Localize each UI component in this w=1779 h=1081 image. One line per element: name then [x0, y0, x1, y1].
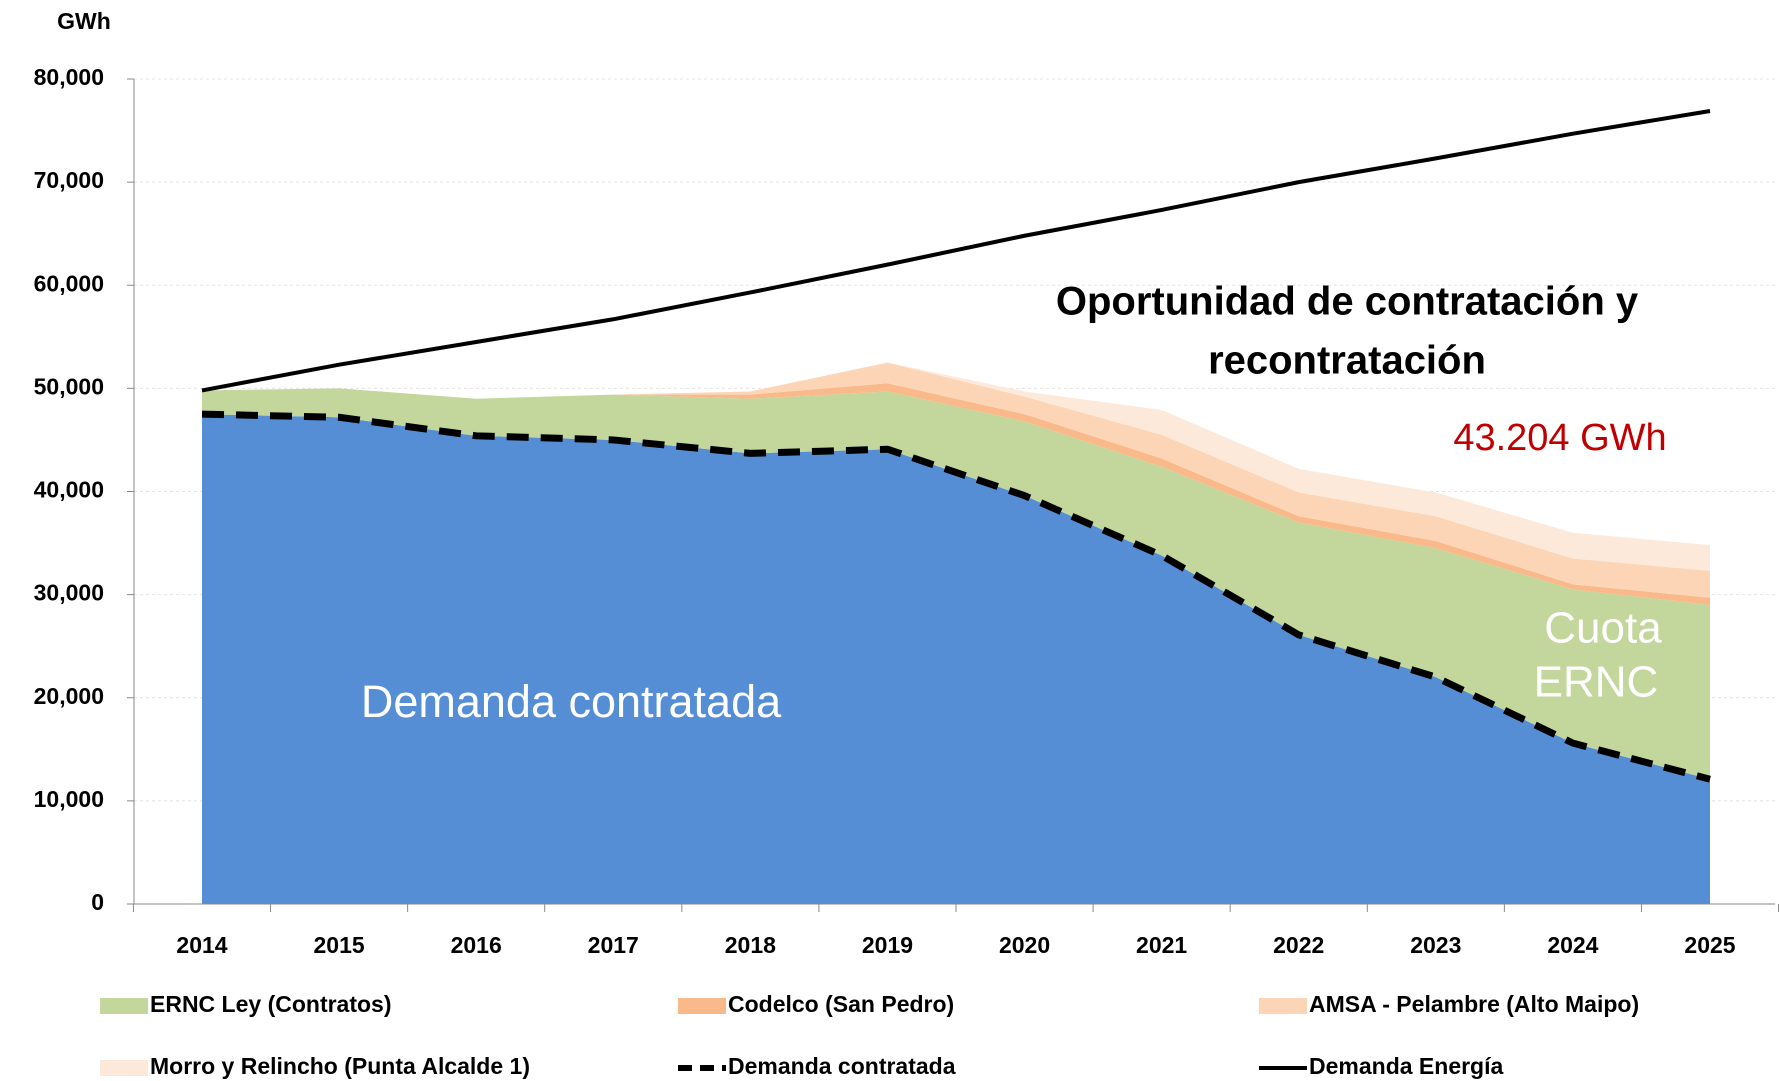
y-tick-label: 60,000: [34, 270, 104, 296]
x-tick-label: 2024: [1547, 932, 1598, 958]
x-tick-label: 2021: [1136, 932, 1187, 958]
y-tick-label: 20,000: [34, 683, 104, 709]
x-tick-label: 2022: [1273, 932, 1324, 958]
x-tick-label: 2015: [314, 932, 365, 958]
legend-swatch: [1259, 998, 1307, 1014]
line: [201, 108, 1711, 393]
y-tick-label: 0: [91, 889, 104, 915]
area: [202, 362, 1710, 598]
area: [202, 362, 1710, 571]
legend-swatch: [100, 1060, 148, 1076]
legend-label: AMSA - Pelambre (Alto Maipo): [1309, 991, 1639, 1017]
areas: [202, 362, 1710, 904]
area: [202, 388, 1710, 780]
annotation: recontratación: [1208, 339, 1486, 383]
annotation: ERNC: [1534, 658, 1659, 707]
x-tick-label: 2017: [588, 932, 639, 958]
legend-label: ERNC Ley (Contratos): [150, 991, 392, 1017]
x-tick-label: 2023: [1410, 932, 1461, 958]
y-tick-label: 50,000: [34, 373, 104, 399]
line: [201, 410, 1711, 783]
x-tick-label: 2019: [862, 932, 913, 958]
x-tick-label: 2020: [999, 932, 1050, 958]
legend-swatch: [100, 998, 148, 1014]
annotation: Oportunidad de contratación y: [1056, 280, 1639, 324]
x-tick-label: 2016: [451, 932, 502, 958]
annotation: Cuota: [1544, 604, 1662, 653]
annotation: Demanda contratada: [361, 676, 782, 727]
legend-label: Demanda contratada: [728, 1053, 956, 1079]
y-tick-label: 30,000: [34, 580, 104, 606]
y-axis-label: GWh: [57, 8, 111, 34]
lines: [201, 108, 1711, 783]
y-tick-label: 10,000: [34, 786, 104, 812]
legend-label: Codelco (San Pedro): [728, 991, 954, 1017]
x-tick-label: 2025: [1684, 932, 1735, 958]
legend-swatch: [678, 998, 726, 1014]
legend-label: Morro y Relincho (Punta Alcalde 1): [150, 1053, 530, 1079]
x-tick-label: 2014: [176, 932, 227, 958]
area: [202, 383, 1710, 605]
legend-label: Demanda Energía: [1309, 1053, 1503, 1079]
x-tick-label: 2018: [725, 932, 776, 958]
y-tick-label: 70,000: [34, 167, 104, 193]
y-tick-label: 40,000: [34, 477, 104, 503]
annotation: 43.204 GWh: [1453, 417, 1666, 459]
axes: [127, 78, 1779, 912]
area: [202, 414, 1710, 904]
y-tick-label: 80,000: [34, 64, 104, 90]
